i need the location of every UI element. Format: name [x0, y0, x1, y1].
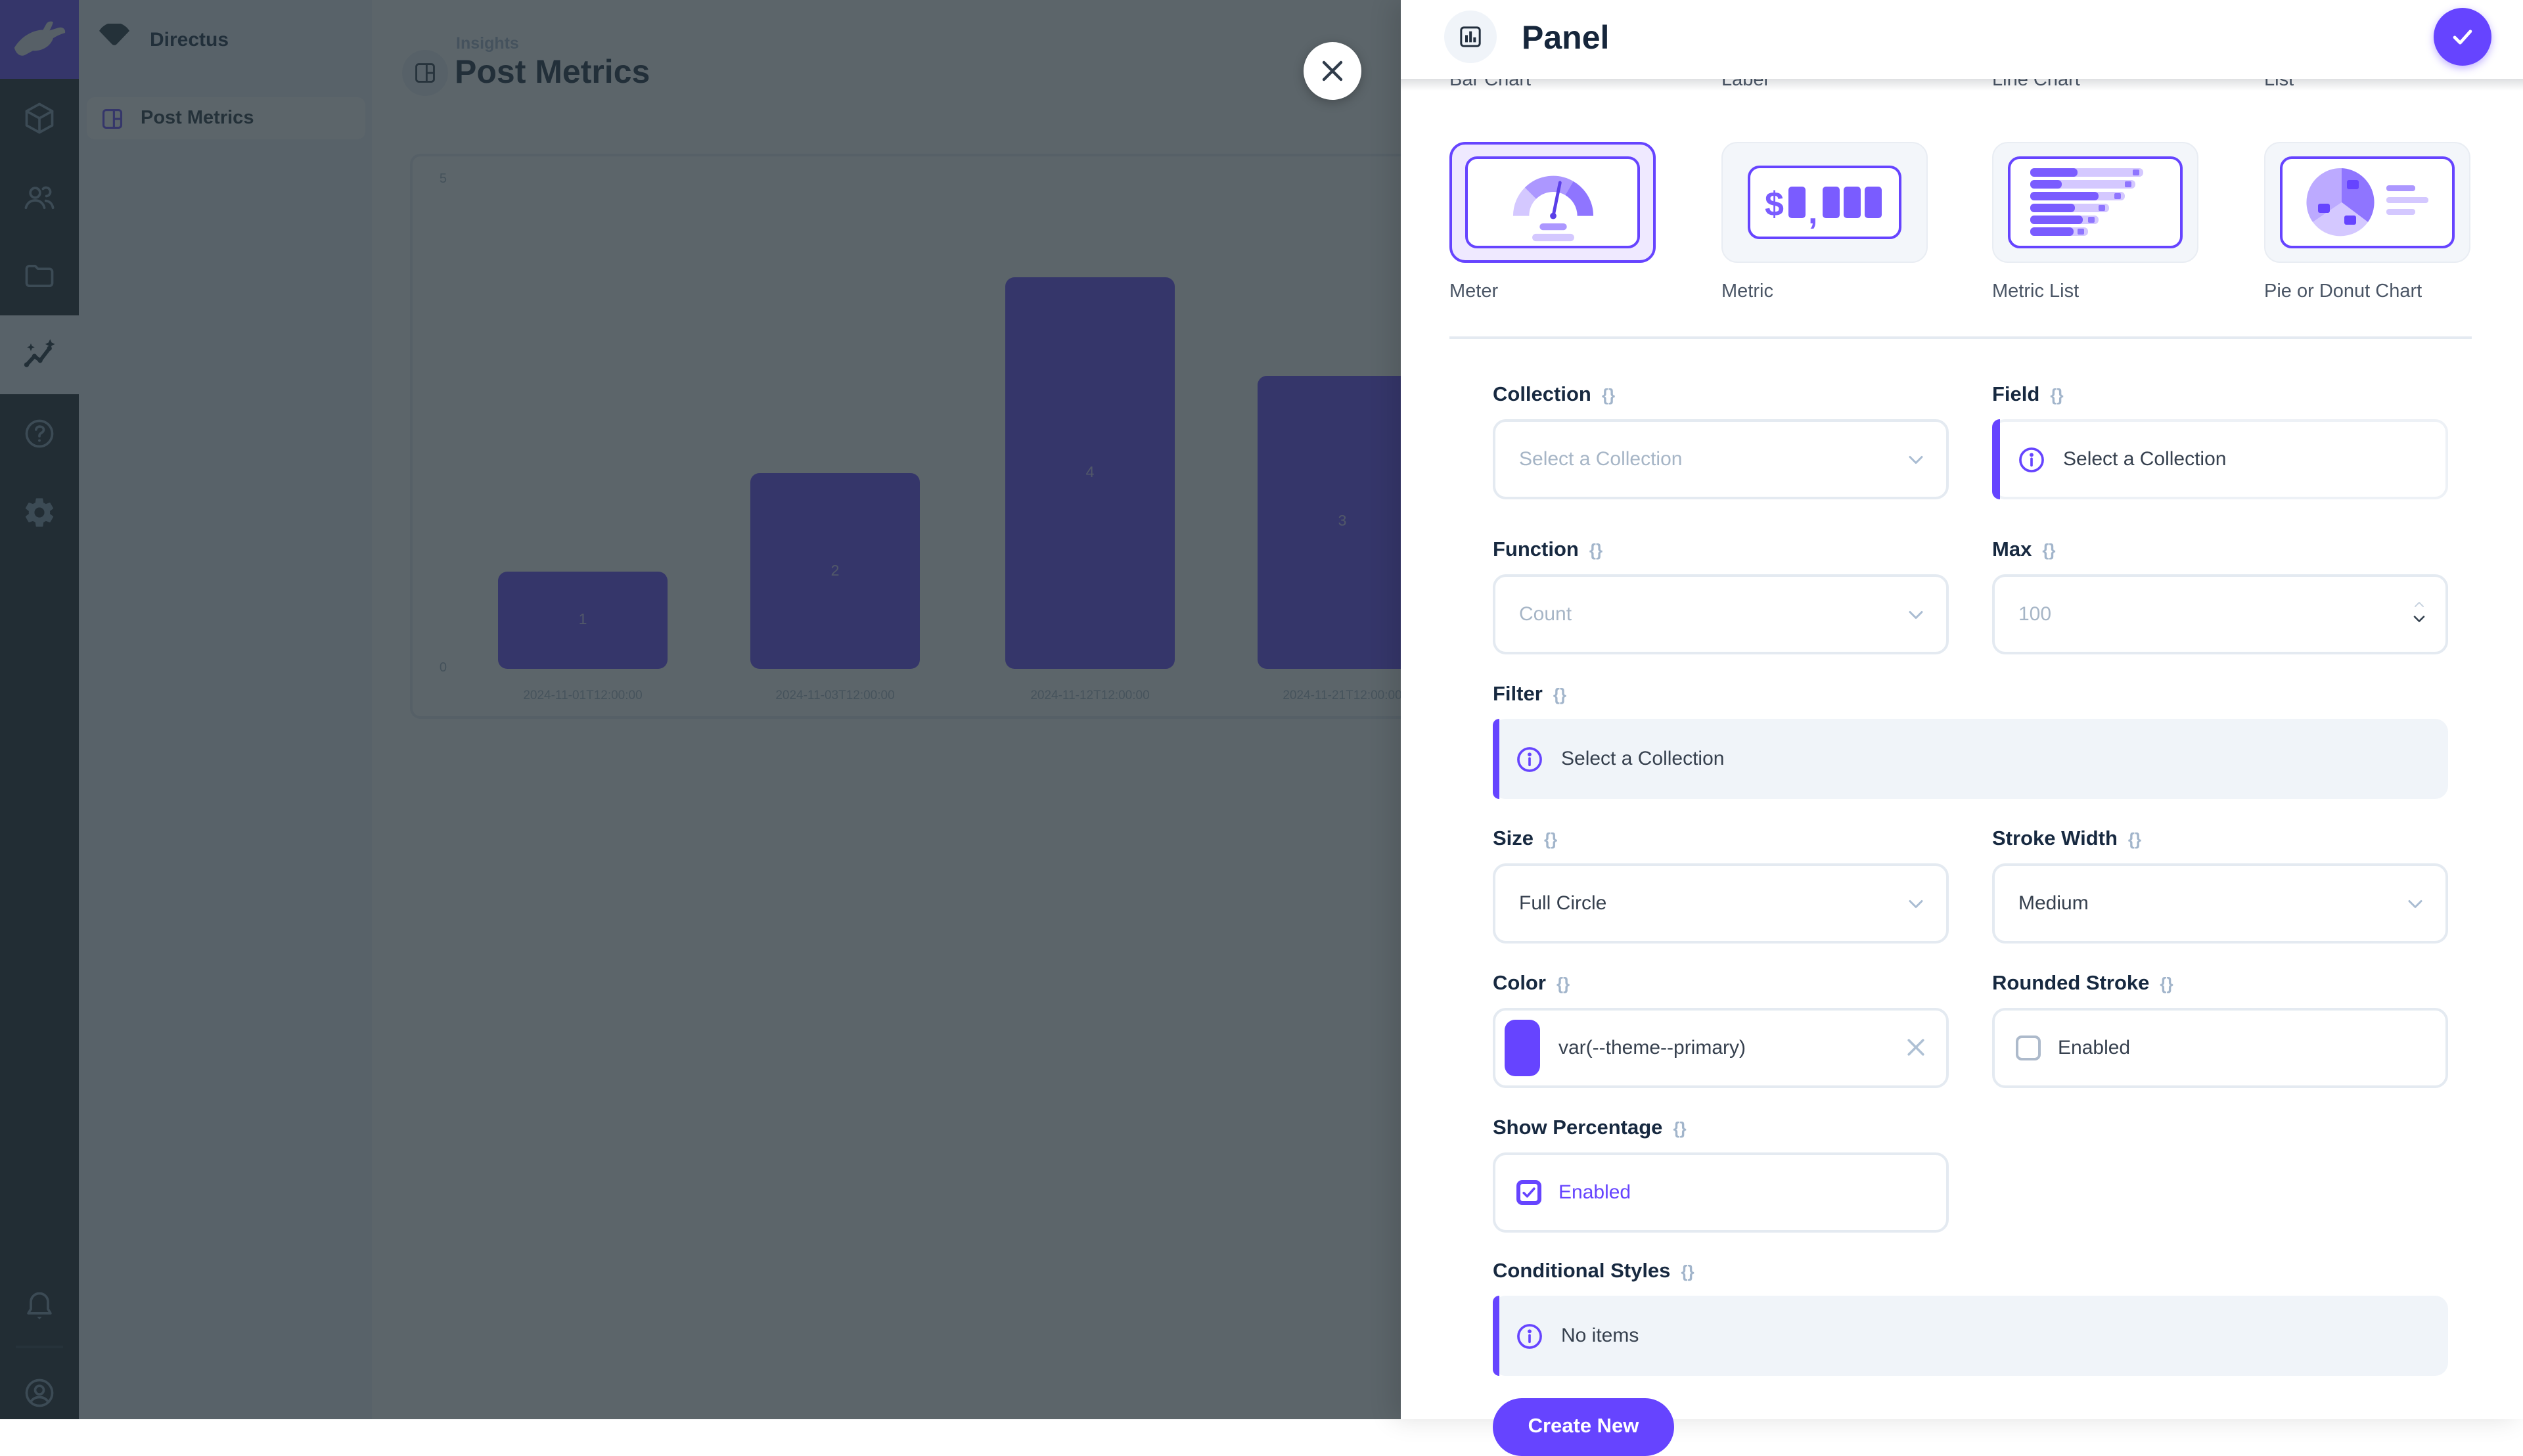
- raw-value-icon[interactable]: {}: [1556, 974, 1570, 993]
- size-select[interactable]: Full Circle: [1493, 863, 1949, 944]
- type-card-label-meter: Meter: [1449, 281, 1499, 302]
- filter-notice: Select a Collection: [1493, 719, 2448, 799]
- metric-list-illustration: [2008, 156, 2183, 248]
- field-color: Color{} var(--theme--primary): [1493, 972, 1949, 1088]
- show-percentage-checkbox[interactable]: Enabled: [1493, 1152, 1949, 1233]
- chevron-down-icon: [1904, 447, 1928, 476]
- raw-value-icon[interactable]: {}: [1589, 540, 1603, 560]
- field-label: Size{}: [1493, 828, 1558, 850]
- close-icon: [1322, 60, 1343, 81]
- field-label: Stroke Width{}: [1992, 828, 2142, 850]
- function-select[interactable]: Count: [1493, 574, 1949, 654]
- field-stroke-width: Stroke Width{} Medium: [1992, 828, 2448, 944]
- conditional-styles-notice: No items: [1493, 1296, 2448, 1376]
- drawer-title: Panel: [1522, 20, 1610, 57]
- type-card-label-metric-list: Metric List: [1992, 281, 2080, 302]
- chevron-down-icon: [2403, 892, 2427, 921]
- type-card-label-metric: Metric: [1721, 281, 1773, 302]
- rounded-stroke-checkbox[interactable]: Enabled: [1992, 1008, 2448, 1088]
- field-conditional-styles: Conditional Styles{} No items: [1493, 1260, 2448, 1376]
- raw-value-icon[interactable]: {}: [1553, 685, 1567, 704]
- raw-value-icon[interactable]: {}: [1544, 829, 1558, 849]
- field-label: Field{}: [1992, 384, 2064, 406]
- stroke-width-select[interactable]: Medium: [1992, 863, 2448, 944]
- field-label: Filter{}: [1493, 683, 1567, 706]
- field-show-percentage: Show Percentage{} Enabled: [1493, 1117, 1949, 1233]
- check-icon: [2453, 30, 2472, 45]
- raw-value-icon[interactable]: {}: [2160, 974, 2173, 993]
- field-label: Conditional Styles{}: [1493, 1260, 1694, 1283]
- raw-value-icon[interactable]: {}: [2127, 829, 2142, 849]
- type-card-metric[interactable]: $ ,: [1721, 142, 1928, 263]
- collection-select[interactable]: Select a Collection: [1493, 419, 1949, 499]
- type-card-metric-list[interactable]: [1992, 142, 2198, 263]
- field-field: Field{} Select a Collection: [1992, 384, 2448, 499]
- chevron-down-icon: [1904, 603, 1928, 631]
- field-label: Collection{}: [1493, 384, 1616, 406]
- field-notice: Select a Collection: [1992, 419, 2448, 499]
- color-input[interactable]: var(--theme--primary): [1493, 1008, 1949, 1088]
- field-label: Show Percentage{}: [1493, 1117, 1687, 1139]
- save-button[interactable]: [2434, 8, 2491, 66]
- field-filter: Filter{} Select a Collection: [1493, 683, 2448, 799]
- panel-type-icon: [1444, 11, 1497, 63]
- raw-value-icon[interactable]: {}: [1681, 1262, 1694, 1281]
- field-label: Function{}: [1493, 539, 1603, 561]
- notice-accent-strip: [1992, 419, 2000, 499]
- info-icon: [1515, 744, 1544, 773]
- close-drawer-button[interactable]: [1304, 42, 1361, 100]
- panel-drawer: Bar Chart Label Line Chart List: [1401, 0, 2523, 1456]
- raw-value-icon[interactable]: {}: [1673, 1118, 1687, 1138]
- info-icon: [1515, 1321, 1544, 1350]
- color-swatch[interactable]: [1505, 1020, 1540, 1076]
- checkbox-checked-icon: [1516, 1180, 1541, 1205]
- drawer-header: Panel: [1401, 0, 2523, 79]
- max-number-input[interactable]: 100: [1992, 574, 2448, 654]
- info-icon: [2017, 445, 2046, 474]
- notice-accent-strip: [1493, 1296, 1499, 1376]
- svg-text:,: ,: [1807, 193, 1817, 229]
- clear-icon[interactable]: [1904, 1035, 1928, 1064]
- create-new-button[interactable]: Create New: [1493, 1398, 1674, 1456]
- pie-donut-illustration: [2280, 156, 2455, 248]
- field-rounded-stroke: Rounded Stroke{} Enabled: [1992, 972, 2448, 1088]
- stepper-up-icon: [2411, 595, 2427, 617]
- header-scroll-shadow: [1401, 79, 2523, 91]
- field-max: Max{} 100: [1992, 539, 2448, 654]
- notice-accent-strip: [1493, 719, 1499, 799]
- raw-value-icon[interactable]: {}: [2042, 540, 2056, 560]
- type-card-meter[interactable]: [1449, 142, 1656, 263]
- raw-value-icon[interactable]: {}: [2050, 385, 2064, 405]
- section-divider: [1449, 336, 2472, 339]
- metric-illustration: $ ,: [1748, 166, 1901, 239]
- raw-value-icon[interactable]: {}: [1601, 385, 1616, 405]
- field-label: Rounded Stroke{}: [1992, 972, 2173, 995]
- stepper-down-icon: [2410, 609, 2428, 633]
- field-label: Color{}: [1493, 972, 1570, 995]
- field-label: Max{}: [1992, 539, 2056, 561]
- svg-text:$: $: [1764, 185, 1783, 223]
- chevron-down-icon: [1904, 892, 1928, 921]
- field-collection: Collection{} Select a Collection: [1493, 384, 1949, 499]
- type-card-pie-donut[interactable]: [2264, 142, 2470, 263]
- checkbox-icon: [2016, 1035, 2041, 1060]
- field-size: Size{} Full Circle: [1493, 828, 1949, 944]
- bar-chart-box-icon: [1460, 26, 1481, 47]
- field-function: Function{} Count: [1493, 539, 1949, 654]
- type-card-label-pie-donut: Pie or Donut Chart: [2264, 281, 2422, 302]
- drawer-overlay: [0, 0, 1401, 1419]
- meter-illustration: [1465, 156, 1640, 248]
